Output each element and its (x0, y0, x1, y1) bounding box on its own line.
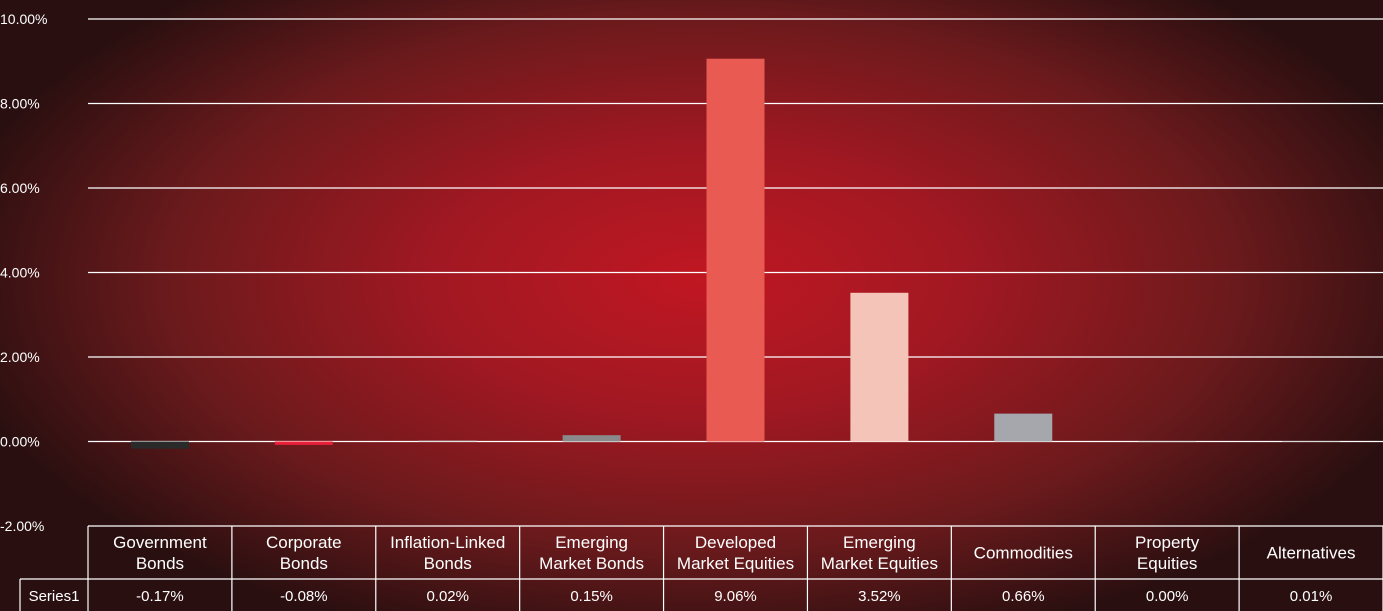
category-label: Bonds (280, 554, 328, 573)
value-label: 0.00% (1146, 588, 1189, 605)
category-label: Emerging (555, 533, 628, 552)
value-label: -0.08% (280, 588, 328, 605)
value-label: 0.66% (1002, 588, 1045, 605)
bar (418, 440, 477, 442)
value-label: -0.17% (136, 588, 184, 605)
bar (850, 292, 909, 442)
category-label: Equities (1137, 554, 1197, 573)
y-tick-label: 6.00% (0, 180, 40, 196)
bar (130, 441, 189, 449)
bar (706, 58, 765, 442)
y-tick-label: -2.00% (0, 518, 44, 534)
bar (562, 435, 621, 442)
category-label: Developed (695, 533, 776, 552)
bar (1138, 441, 1197, 443)
y-tick-label: 8.00% (0, 96, 40, 112)
y-tick-label: 2.00% (0, 349, 40, 365)
value-label: 0.15% (570, 588, 613, 605)
series-label: Series1 (29, 588, 80, 605)
value-label: 3.52% (858, 588, 901, 605)
category-label: Corporate (266, 533, 342, 552)
value-label: 9.06% (714, 588, 757, 605)
bar (1282, 441, 1341, 442)
category-label: Bonds (136, 554, 184, 573)
category-label: Market Equities (821, 554, 938, 573)
bar (994, 413, 1053, 442)
bar (274, 441, 333, 445)
category-label: Commodities (974, 544, 1073, 563)
y-tick-label: 0.00% (0, 434, 40, 450)
category-label: Market Equities (677, 554, 794, 573)
category-label: Inflation-Linked (390, 533, 505, 552)
category-label: Bonds (424, 554, 472, 573)
category-label: Government (113, 533, 207, 552)
category-label: Emerging (843, 533, 916, 552)
y-tick-label: 10.00% (0, 11, 47, 27)
value-label: 0.02% (426, 588, 469, 605)
category-label: Property (1135, 533, 1200, 552)
category-label: Market Bonds (539, 554, 644, 573)
category-label: Alternatives (1267, 544, 1356, 563)
value-label: 0.01% (1290, 588, 1333, 605)
y-tick-label: 4.00% (0, 265, 40, 281)
